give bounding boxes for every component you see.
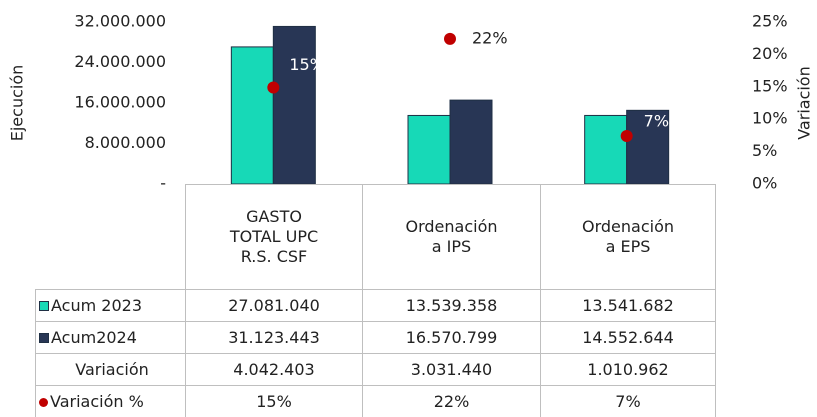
- x-tick-label: Ordenación a EPS: [581, 217, 674, 256]
- table-cell: 22%: [362, 385, 541, 417]
- table-cell: 14.552.644: [540, 321, 716, 354]
- data-label: 7%: [644, 112, 669, 131]
- data-label: 22%: [472, 28, 508, 47]
- point: [444, 32, 456, 45]
- bar: [626, 109, 670, 185]
- bar: [230, 46, 274, 185]
- y-axis-label: Ejecución: [8, 65, 27, 142]
- y2-tick-label: 5%: [752, 141, 777, 160]
- table-row: Acum2024 31.123.443 16.570.799 14.552.644: [35, 321, 716, 354]
- y2-tick-label: 20%: [752, 44, 788, 63]
- category-cell: Ordenación a EPS: [540, 184, 716, 290]
- legend-marker: [39, 301, 49, 311]
- y-tick-label: 8.000.000: [85, 133, 166, 152]
- category-cell: Ordenación a IPS: [362, 184, 541, 290]
- table-cell: 31.123.443: [185, 321, 363, 354]
- data-label: 15%: [289, 55, 325, 74]
- legend-entry: Acum2024: [35, 321, 186, 354]
- table-row: Variación % 15% 22% 7%: [35, 385, 716, 417]
- legend-label: Variación: [75, 360, 149, 379]
- data-table: GASTO TOTAL UPC R.S. CSF Ordenación a IPS…: [35, 184, 716, 417]
- legend-entry: Variación %: [35, 385, 186, 417]
- category-cell: GASTO TOTAL UPC R.S. CSF: [185, 184, 363, 290]
- table-cell: 3.031.440: [362, 353, 541, 386]
- table-cell: 1.010.962: [540, 353, 716, 386]
- x-tick-label: GASTO TOTAL UPC R.S. CSF: [229, 207, 319, 266]
- y2-tick-label: 25%: [752, 12, 788, 31]
- point: [267, 81, 280, 94]
- table-row: Variación 4.042.403 3.031.440 1.010.962: [35, 353, 716, 386]
- legend-label: Acum 2023: [51, 296, 142, 315]
- table-cell: 7%: [540, 385, 716, 417]
- legend-marker: [39, 333, 49, 343]
- table-cell: 27.081.040: [185, 289, 363, 322]
- table-cell: 16.570.799: [362, 321, 541, 354]
- legend-label: Variación %: [50, 392, 144, 411]
- y-tick-label: 16.000.000: [74, 93, 166, 112]
- y-tick-label: 32.000.000: [74, 12, 166, 31]
- bar: [407, 114, 451, 185]
- point: [620, 130, 633, 143]
- header-row: GASTO TOTAL UPC R.S. CSF Ordenación a IPS…: [35, 184, 716, 290]
- bar: [449, 99, 493, 185]
- table-cell: 15%: [185, 385, 363, 417]
- legend-marker: [39, 398, 48, 407]
- y2-tick-label: 15%: [752, 76, 788, 95]
- y2-tick-label: 0%: [752, 174, 777, 193]
- corner: [35, 184, 186, 290]
- legend-label: Acum2024: [51, 328, 137, 347]
- bar: [584, 114, 628, 185]
- legend-entry: Variación: [35, 353, 186, 386]
- y-tick-label: 24.000.000: [74, 52, 166, 71]
- bar: [272, 25, 316, 185]
- table-cell: 13.541.682: [540, 289, 716, 322]
- table-cell: 13.539.358: [362, 289, 541, 322]
- y2-tick-label: 10%: [752, 109, 788, 128]
- y-tick-label: -: [160, 174, 166, 193]
- table-row: Acum 2023 27.081.040 13.539.358 13.541.682: [35, 289, 716, 322]
- table-cell: 4.042.403: [185, 353, 363, 386]
- x-tick-label: Ordenación a IPS: [405, 217, 498, 256]
- y2-axis-label: Variación: [795, 66, 814, 140]
- legend-entry: Acum 2023: [35, 289, 186, 322]
